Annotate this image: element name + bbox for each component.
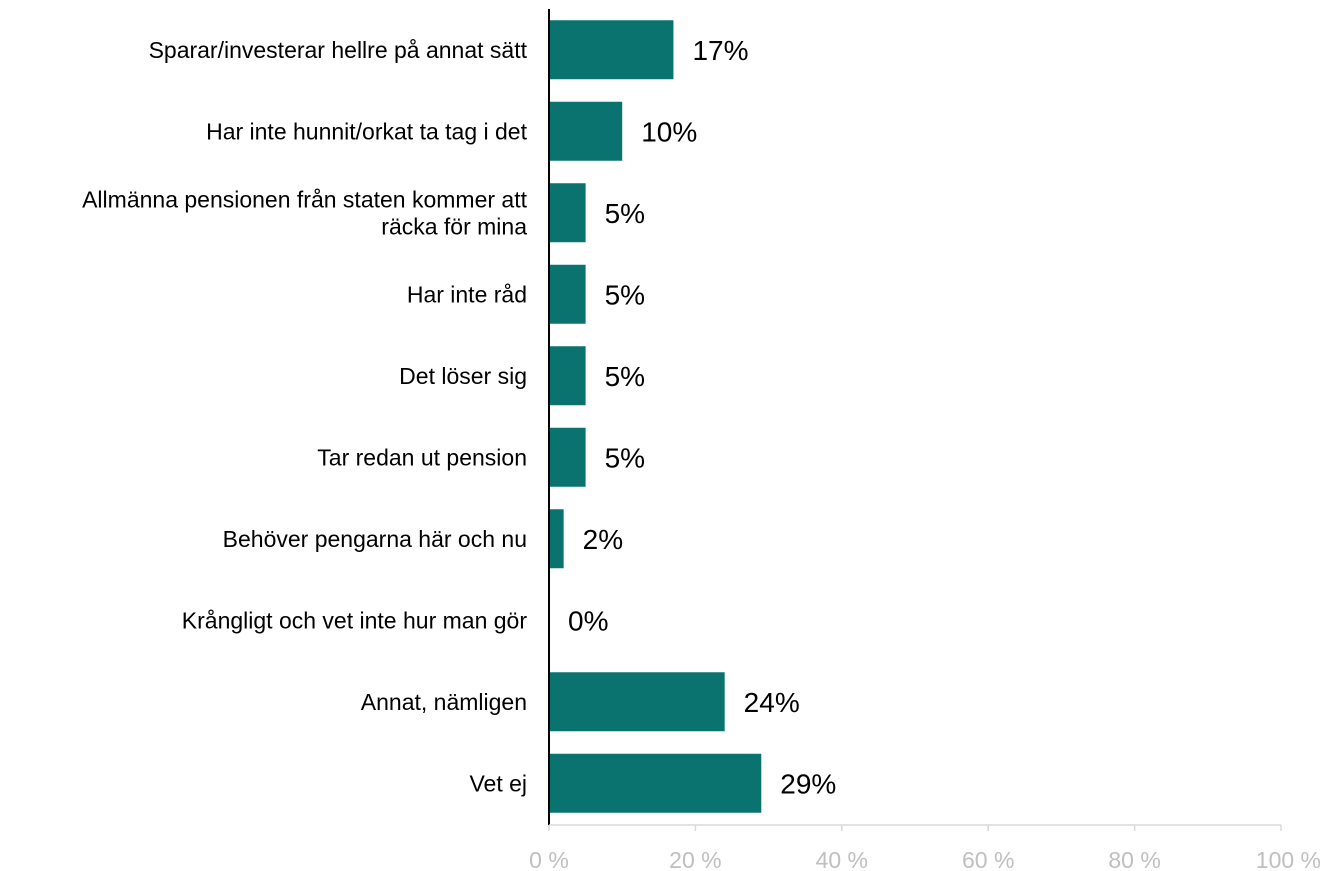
data-label: 5%: [605, 198, 645, 229]
bar: [549, 20, 674, 80]
x-tick-label: 80 %: [1108, 847, 1160, 871]
category-label: Tar redan ut pension: [317, 444, 527, 470]
bars-group: [549, 20, 762, 813]
x-tick-label: 60 %: [962, 847, 1014, 871]
category-label: Det löser sig: [399, 363, 527, 389]
bar: [549, 427, 586, 487]
bar: [549, 183, 586, 243]
category-label: Allmänna pensionen från staten kommer at…: [82, 186, 528, 239]
bar: [549, 509, 564, 569]
data-label: 2%: [583, 524, 623, 555]
x-ticks: 0 % 20 % 40 % 60 % 80 % 100 %: [529, 825, 1321, 871]
x-tick-label: 0 %: [529, 847, 569, 871]
x-tick-label: 40 %: [816, 847, 868, 871]
value-labels: 17% 10% 5% 5% 5% 5% 2% 0% 24% 29%: [568, 35, 836, 800]
category-label: Har inte råd: [407, 281, 527, 307]
category-label: Annat, nämligen: [361, 689, 527, 715]
x-tick-label: 20 %: [669, 847, 721, 871]
data-label: 29%: [780, 768, 836, 799]
data-label: 5%: [605, 279, 645, 310]
bar: [549, 264, 586, 324]
category-label: Behöver pengarna här och nu: [223, 526, 527, 552]
category-labels: Sparar/investerar hellre på annat sätt Ha…: [82, 37, 528, 797]
bar: [549, 346, 586, 406]
category-label: Har inte hunnit/orkat ta tag i det: [206, 118, 528, 144]
data-label: 17%: [692, 35, 748, 66]
data-label: 10%: [641, 116, 697, 147]
x-tick-label: 100 %: [1256, 847, 1321, 871]
bar: [549, 753, 762, 813]
category-label: Krångligt och vet inte hur man gör: [182, 607, 528, 633]
category-label: Vet ej: [469, 770, 527, 796]
data-label: 5%: [605, 361, 645, 392]
bar: [549, 672, 725, 732]
category-label: Sparar/investerar hellre på annat sätt: [149, 37, 528, 63]
data-label: 0%: [568, 605, 608, 636]
data-label: 24%: [744, 687, 800, 718]
bar: [549, 101, 623, 161]
data-label: 5%: [605, 442, 645, 473]
